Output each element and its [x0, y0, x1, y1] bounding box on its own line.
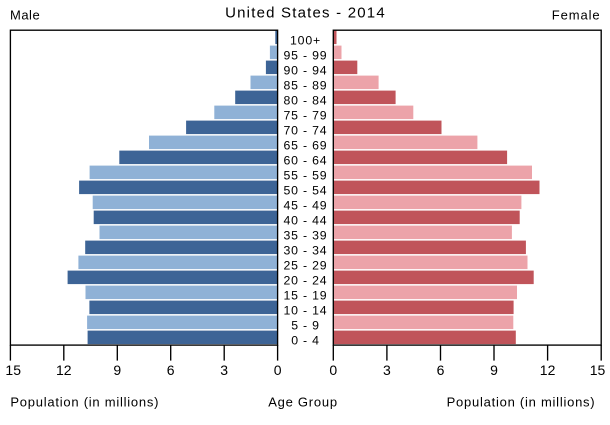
svg-text:6: 6 [437, 362, 445, 378]
svg-text:10 - 14: 10 - 14 [284, 303, 328, 317]
svg-text:United States - 2014: United States - 2014 [225, 5, 386, 22]
svg-text:15 - 19: 15 - 19 [284, 288, 328, 302]
svg-text:50 - 54: 50 - 54 [284, 183, 328, 197]
svg-text:Female: Female [552, 8, 601, 23]
svg-text:65 - 69: 65 - 69 [284, 138, 328, 152]
svg-text:90 - 94: 90 - 94 [284, 63, 328, 77]
svg-text:25 - 29: 25 - 29 [284, 258, 328, 272]
svg-text:Population (in millions): Population (in millions) [447, 394, 596, 409]
svg-text:20 - 24: 20 - 24 [284, 273, 328, 287]
svg-text:0: 0 [274, 362, 282, 378]
svg-text:Age Group: Age Group [268, 394, 338, 409]
svg-text:95 - 99: 95 - 99 [284, 48, 328, 62]
svg-text:0 - 4: 0 - 4 [291, 333, 320, 347]
svg-text:0: 0 [329, 362, 337, 378]
svg-text:55 - 59: 55 - 59 [284, 168, 328, 182]
svg-text:60 - 64: 60 - 64 [284, 153, 328, 167]
svg-text:6: 6 [167, 362, 175, 378]
svg-text:15: 15 [5, 362, 21, 378]
svg-text:Male: Male [10, 8, 40, 23]
svg-text:80 - 84: 80 - 84 [284, 93, 328, 107]
svg-text:12: 12 [56, 362, 72, 378]
svg-text:45 - 49: 45 - 49 [284, 198, 328, 212]
svg-text:85 - 89: 85 - 89 [284, 78, 328, 92]
svg-text:12: 12 [540, 362, 556, 378]
svg-text:15: 15 [590, 362, 606, 378]
svg-text:Population (in millions): Population (in millions) [10, 394, 159, 409]
svg-text:100+: 100+ [290, 33, 321, 47]
svg-text:40 - 44: 40 - 44 [284, 213, 328, 227]
svg-text:70 - 74: 70 - 74 [284, 123, 328, 137]
svg-text:3: 3 [220, 362, 228, 378]
svg-text:9: 9 [113, 362, 121, 378]
svg-text:9: 9 [490, 362, 498, 378]
svg-text:5 - 9: 5 - 9 [291, 318, 320, 332]
svg-text:75 - 79: 75 - 79 [284, 108, 328, 122]
svg-text:35 - 39: 35 - 39 [284, 228, 328, 242]
svg-text:3: 3 [383, 362, 391, 378]
svg-text:30 - 34: 30 - 34 [284, 243, 328, 257]
